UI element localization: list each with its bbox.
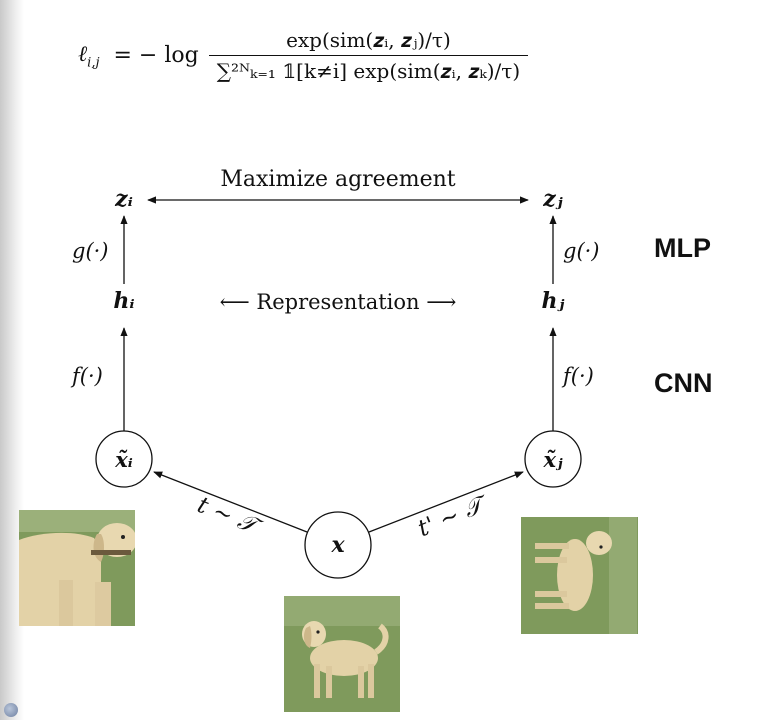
dog-rotated-image [521,517,638,634]
representation-label: ⟵ Representation ⟶ [220,290,457,314]
t-right-arrow [368,471,524,533]
f-right-label: f(·) [561,364,594,388]
f-left-label: f(·) [70,364,103,388]
contrastive-loss-formula: ℓi,j = − log exp(sim(𝒛ᵢ, 𝒛ⱼ)/τ) ∑²ᴺₖ₌₁ 𝟙… [78,28,529,83]
t-left-arrow [153,471,308,533]
loss-fraction: exp(sim(𝒛ᵢ, 𝒛ⱼ)/τ) ∑²ᴺₖ₌₁ 𝟙[k≠i] exp(sim… [208,28,529,83]
loss-numerator: exp(sim(𝒛ᵢ, 𝒛ⱼ)/τ) [286,28,451,52]
dog-original-image [284,596,400,712]
t-left-label: t ∼ 𝒯 [194,492,267,542]
mlp-label: MLP [654,233,711,263]
cnn-label: CNN [654,368,713,398]
x-tilde-j-node [524,430,582,488]
x-tilde-i-label: 𝒙̃ᵢ [114,447,133,472]
z-j-node: 𝒛ⱼ [542,186,562,212]
x-label: 𝒙 [330,532,345,558]
t-right-label: t' ∼ 𝒯 [414,490,493,542]
loss-denominator: ∑²ᴺₖ₌₁ 𝟙[k≠i] exp(sim(𝒛ᵢ, 𝒛ₖ)/τ) [208,55,529,83]
dog-crop-image [19,510,135,626]
h-i-node: 𝒉ᵢ [113,288,134,314]
loss-symbol: ℓi,j [78,41,100,71]
h-j-node: 𝒉ⱼ [542,288,565,314]
g-right-label: g(·) [563,239,600,263]
x-tilde-j-label: 𝒙̃ⱼ [542,447,563,472]
g-left-label: g(·) [72,239,109,263]
maximize-agreement-label: Maximize agreement [220,167,455,192]
x-tilde-i-node [95,430,153,488]
z-i-node: 𝒛ᵢ [114,186,133,212]
logo-icon [4,703,18,717]
x-node [304,511,372,579]
equals-neg-log: = − log [113,43,199,68]
